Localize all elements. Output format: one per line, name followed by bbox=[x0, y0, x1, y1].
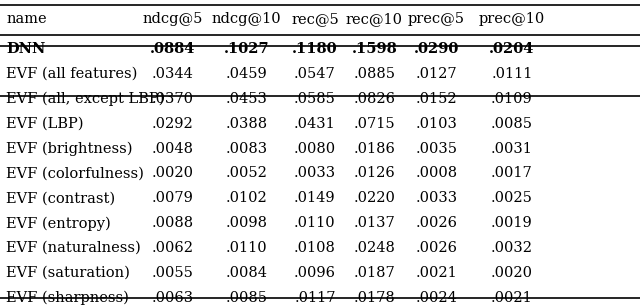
Text: .0020: .0020 bbox=[491, 266, 533, 280]
Text: .1598: .1598 bbox=[351, 42, 397, 56]
Text: .0103: .0103 bbox=[415, 117, 458, 131]
Text: EVF (LBP): EVF (LBP) bbox=[6, 117, 84, 131]
Text: .0096: .0096 bbox=[294, 266, 336, 280]
Text: rec@10: rec@10 bbox=[346, 12, 403, 26]
Text: .0884: .0884 bbox=[150, 42, 195, 56]
Text: EVF (sharpness): EVF (sharpness) bbox=[6, 291, 129, 305]
Text: EVF (entropy): EVF (entropy) bbox=[6, 216, 111, 231]
Text: .0715: .0715 bbox=[353, 117, 396, 131]
Text: prec@10: prec@10 bbox=[479, 12, 545, 26]
Text: EVF (colorfulness): EVF (colorfulness) bbox=[6, 166, 144, 180]
Text: .0102: .0102 bbox=[225, 191, 268, 205]
Text: EVF (saturation): EVF (saturation) bbox=[6, 266, 131, 280]
Text: .0031: .0031 bbox=[491, 142, 533, 156]
Text: .0084: .0084 bbox=[225, 266, 268, 280]
Text: .1027: .1027 bbox=[223, 42, 269, 56]
Text: name: name bbox=[6, 12, 47, 26]
Text: .0344: .0344 bbox=[152, 67, 194, 81]
Text: .0063: .0063 bbox=[152, 291, 194, 305]
Text: .0033: .0033 bbox=[294, 166, 336, 180]
Text: .0290: .0290 bbox=[414, 42, 459, 56]
Text: .0026: .0026 bbox=[415, 241, 458, 255]
Text: .0052: .0052 bbox=[225, 166, 268, 180]
Text: .0187: .0187 bbox=[353, 266, 396, 280]
Text: .0110: .0110 bbox=[225, 241, 268, 255]
Text: EVF (all, except LBP): EVF (all, except LBP) bbox=[6, 92, 164, 106]
Text: .0152: .0152 bbox=[415, 92, 458, 106]
Text: .0547: .0547 bbox=[294, 67, 336, 81]
Text: ndcg@10: ndcg@10 bbox=[212, 12, 281, 26]
Text: .0098: .0098 bbox=[225, 216, 268, 230]
Text: .0388: .0388 bbox=[225, 117, 268, 131]
Text: .0127: .0127 bbox=[415, 67, 458, 81]
Text: .0108: .0108 bbox=[294, 241, 336, 255]
Text: .0062: .0062 bbox=[152, 241, 194, 255]
Text: .0024: .0024 bbox=[415, 291, 458, 305]
Text: .0021: .0021 bbox=[415, 266, 458, 280]
Text: .0048: .0048 bbox=[152, 142, 194, 156]
Text: .0248: .0248 bbox=[353, 241, 396, 255]
Text: .0085: .0085 bbox=[225, 291, 268, 305]
Text: .0088: .0088 bbox=[152, 216, 194, 230]
Text: .0008: .0008 bbox=[415, 166, 458, 180]
Text: .0032: .0032 bbox=[491, 241, 533, 255]
Text: .0083: .0083 bbox=[225, 142, 268, 156]
Text: ndcg@5: ndcg@5 bbox=[143, 12, 203, 26]
Text: .0019: .0019 bbox=[491, 216, 533, 230]
Text: EVF (contrast): EVF (contrast) bbox=[6, 191, 116, 205]
Text: DNN: DNN bbox=[6, 42, 46, 56]
Text: .0585: .0585 bbox=[294, 92, 336, 106]
Text: prec@5: prec@5 bbox=[408, 12, 465, 26]
Text: .0026: .0026 bbox=[415, 216, 458, 230]
Text: .0453: .0453 bbox=[225, 92, 268, 106]
Text: EVF (naturalness): EVF (naturalness) bbox=[6, 241, 141, 255]
Text: rec@5: rec@5 bbox=[291, 12, 339, 26]
Text: .0110: .0110 bbox=[294, 216, 336, 230]
Text: .0033: .0033 bbox=[415, 191, 458, 205]
Text: .0025: .0025 bbox=[491, 191, 533, 205]
Text: .0126: .0126 bbox=[353, 166, 396, 180]
Text: .0109: .0109 bbox=[491, 92, 533, 106]
Text: .0111: .0111 bbox=[492, 67, 532, 81]
Text: EVF (brightness): EVF (brightness) bbox=[6, 142, 133, 156]
Text: .0117: .0117 bbox=[294, 291, 335, 305]
Text: .0020: .0020 bbox=[152, 166, 194, 180]
Text: .0079: .0079 bbox=[152, 191, 194, 205]
Text: .0292: .0292 bbox=[152, 117, 194, 131]
Text: .0055: .0055 bbox=[152, 266, 194, 280]
Text: .0370: .0370 bbox=[152, 92, 194, 106]
Text: .0149: .0149 bbox=[294, 191, 336, 205]
Text: .0459: .0459 bbox=[225, 67, 268, 81]
Text: .0826: .0826 bbox=[353, 92, 396, 106]
Text: .0186: .0186 bbox=[353, 142, 396, 156]
Text: .0035: .0035 bbox=[415, 142, 458, 156]
Text: .0204: .0204 bbox=[490, 42, 534, 56]
Text: EVF (all features): EVF (all features) bbox=[6, 67, 138, 81]
Text: .0885: .0885 bbox=[353, 67, 396, 81]
Text: .0021: .0021 bbox=[491, 291, 533, 305]
Text: .1180: .1180 bbox=[292, 42, 338, 56]
Text: .0080: .0080 bbox=[294, 142, 336, 156]
Text: .0220: .0220 bbox=[353, 191, 396, 205]
Text: .0178: .0178 bbox=[353, 291, 396, 305]
Text: .0431: .0431 bbox=[294, 117, 336, 131]
Text: .0137: .0137 bbox=[353, 216, 396, 230]
Text: .0085: .0085 bbox=[491, 117, 533, 131]
Text: .0017: .0017 bbox=[491, 166, 533, 180]
